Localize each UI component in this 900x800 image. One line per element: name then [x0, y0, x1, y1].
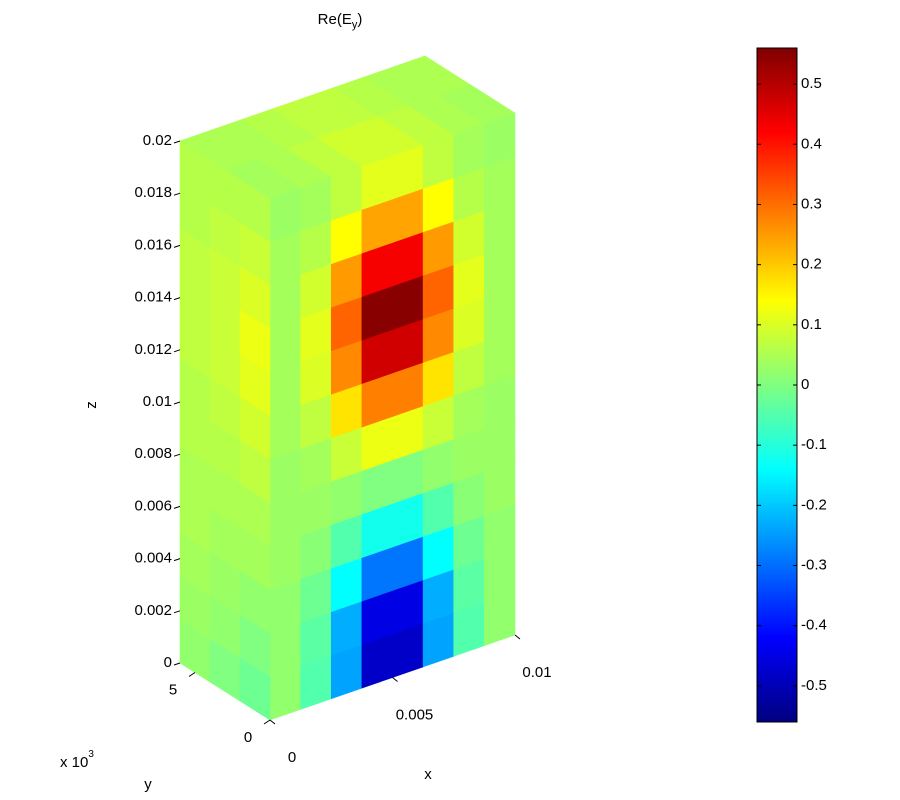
z-tick-label: 0.012	[134, 341, 172, 358]
z-tick-label: 0	[164, 654, 172, 671]
title-subscript: y	[352, 19, 358, 31]
z-tick	[173, 401, 181, 405]
multiplier-exponent: 3	[88, 749, 94, 760]
colorbar-tick-label: 0.1	[801, 316, 822, 333]
chart-title: Re(Ey)	[318, 11, 363, 31]
z-tick	[173, 192, 181, 196]
x-tick	[269, 719, 276, 725]
title-part: Re(E	[318, 11, 352, 28]
x-tick	[514, 634, 521, 640]
z-tick-label: 0.006	[134, 497, 172, 514]
z-tick	[173, 662, 181, 666]
z-tick	[173, 140, 181, 144]
y-tick-label: 0	[244, 729, 252, 746]
field-cell	[393, 55, 471, 96]
z-tick-label: 0.02	[143, 132, 172, 149]
title-part: )	[357, 11, 362, 28]
z-tick-label: 0.008	[134, 445, 172, 462]
colorbar-tick-label: -0.2	[801, 496, 827, 513]
x-tick	[392, 677, 398, 682]
z-tick	[173, 349, 181, 353]
z-tick	[173, 297, 181, 301]
colorbar-tick-label: 0	[801, 376, 809, 393]
colorbar	[756, 47, 798, 723]
colorbar-tick-label: -0.3	[801, 557, 827, 574]
x-axis-label: x	[424, 766, 432, 783]
z-axis-label: z	[83, 401, 100, 409]
multiplier-base: x 10	[60, 754, 88, 771]
z-tick-label: 0.002	[134, 602, 172, 619]
z-tick-label: 0.004	[134, 550, 172, 567]
y-axis-label: y	[144, 776, 152, 793]
colorbar-tick-label: 0.2	[801, 256, 822, 273]
colorbar-tick-label: 0.4	[801, 135, 822, 152]
y-tick-label: 5	[169, 681, 177, 698]
y-tick	[263, 719, 271, 725]
z-tick-label: 0.01	[143, 393, 172, 410]
y-tick	[188, 672, 196, 677]
x-tick-label: 0.005	[396, 706, 434, 723]
z-tick	[173, 505, 181, 509]
x-tick-label: 0	[288, 749, 296, 766]
z-tick	[173, 558, 181, 562]
colorbar-tick-label: 0.5	[801, 75, 822, 92]
z-tick	[173, 244, 181, 248]
colorbar-tick-label: -0.4	[801, 617, 827, 634]
z-tick-label: 0.018	[134, 184, 172, 201]
x-tick-label: 0.01	[522, 664, 551, 681]
colorbar-tick-label: -0.5	[801, 677, 827, 694]
z-tick	[173, 453, 181, 457]
z-tick-label: 0.014	[134, 289, 172, 306]
colorbar-tick-label: 0.3	[801, 195, 822, 212]
colorbar-tick-label: -0.1	[801, 436, 827, 453]
z-tick-label: 0.016	[134, 236, 172, 253]
z-tick	[173, 610, 181, 614]
y-multiplier: x 103	[60, 749, 94, 771]
